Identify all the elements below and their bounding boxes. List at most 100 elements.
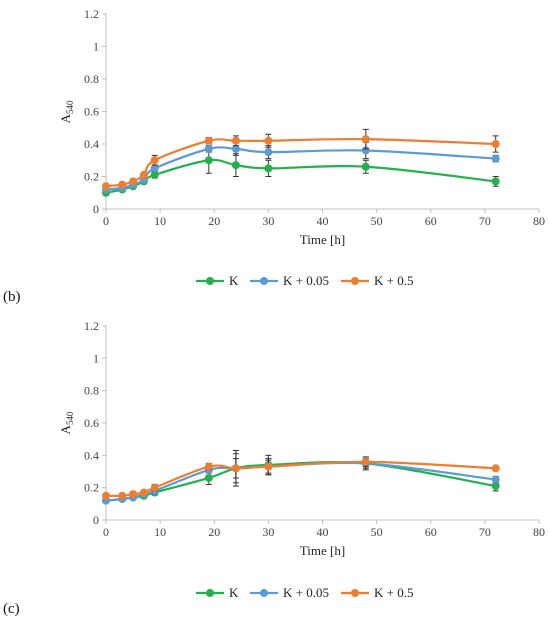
data-point xyxy=(491,464,500,473)
legend-swatch-marker xyxy=(351,277,359,285)
data-point xyxy=(264,164,273,173)
data-point xyxy=(264,148,273,157)
y-tick-label: 0.8 xyxy=(84,72,99,86)
y-tick-label: 1 xyxy=(93,40,99,54)
legend-label: K + 0.05 xyxy=(283,585,329,600)
series-line xyxy=(105,158,496,194)
x-tick-label: 0 xyxy=(103,214,109,228)
legend-label: K + 0.5 xyxy=(374,585,413,600)
data-point xyxy=(264,462,273,471)
data-point xyxy=(491,482,500,491)
x-tick-label: 70 xyxy=(479,214,491,228)
data-point xyxy=(118,180,127,189)
data-point xyxy=(102,182,110,191)
data-point xyxy=(231,144,240,153)
legend-label: K + 0.05 xyxy=(283,273,329,288)
series-line xyxy=(105,137,496,188)
data-point xyxy=(204,462,213,471)
legend-item-0: K xyxy=(196,585,239,600)
x-tick-label: 20 xyxy=(208,525,220,539)
legend-item-2: K + 0.5 xyxy=(341,585,413,600)
y-axis-title-main: A xyxy=(58,113,73,123)
legend-swatch-marker xyxy=(206,277,214,285)
chart-panel-1: 0 0.2 0.4 0.6 0.8 1 1.2 0 10 20 30 40 50 60 70 80 Time [… xyxy=(3,319,545,617)
y-axis-title-subscript: 540 xyxy=(65,411,75,425)
data-point xyxy=(102,491,110,500)
series-line xyxy=(105,460,496,502)
data-point xyxy=(231,161,240,170)
y-tick-label: 0.4 xyxy=(84,448,99,462)
x-tick-label: 20 xyxy=(208,214,220,228)
panel-label: (c) xyxy=(3,601,20,617)
y-tick-label: 0 xyxy=(93,202,99,216)
x-tick-label: 40 xyxy=(317,525,329,539)
x-tick-label: 0 xyxy=(103,525,109,539)
data-point xyxy=(204,144,213,153)
x-tick-label: 30 xyxy=(262,214,274,228)
data-point xyxy=(491,140,500,148)
panel-label: (b) xyxy=(3,289,21,305)
data-point xyxy=(129,490,138,499)
y-tick-label: 1.2 xyxy=(84,319,99,333)
legend-label: K xyxy=(229,585,239,600)
series-2 xyxy=(102,128,500,191)
y-axis-title-subscript: 540 xyxy=(65,100,75,114)
legend-item-1: K + 0.05 xyxy=(250,585,329,600)
y-tick-label: 0.6 xyxy=(84,416,99,430)
x-tick-label: 80 xyxy=(533,525,545,539)
x-tick-label: 50 xyxy=(371,214,383,228)
data-point xyxy=(264,136,273,145)
x-tick-label: 40 xyxy=(317,214,329,228)
legend-swatch-marker xyxy=(260,589,268,597)
y-tick-label: 0.6 xyxy=(84,105,99,119)
y-tick-label: 1 xyxy=(93,351,99,365)
legend-swatch-marker xyxy=(260,277,268,285)
x-tick-label: 80 xyxy=(533,214,545,228)
data-point xyxy=(204,156,213,165)
y-axis-title-main: A xyxy=(58,424,73,434)
x-tick-label: 30 xyxy=(262,525,274,539)
y-axis-title: A540 xyxy=(58,411,75,434)
data-point xyxy=(150,156,159,165)
data-point xyxy=(361,457,370,466)
x-tick-label: 10 xyxy=(154,525,166,539)
x-tick-label: 60 xyxy=(425,525,437,539)
legend-swatch-marker xyxy=(206,589,214,597)
data-point xyxy=(129,177,138,186)
y-axis-title: A540 xyxy=(58,100,75,123)
legend-item-2: K + 0.5 xyxy=(341,273,413,288)
data-point xyxy=(491,475,500,484)
data-point xyxy=(231,136,240,145)
data-point xyxy=(491,154,500,163)
x-tick-label: 70 xyxy=(479,525,491,539)
y-tick-label: 0.2 xyxy=(84,481,99,495)
data-point xyxy=(150,170,159,179)
y-tick-label: 0.4 xyxy=(84,137,99,151)
data-point xyxy=(204,473,213,482)
legend-item-1: K + 0.05 xyxy=(250,273,329,288)
x-axis-title: Time [h] xyxy=(300,543,345,558)
data-point xyxy=(361,162,370,171)
y-tick-label: 0 xyxy=(93,513,99,527)
legend-swatch-marker xyxy=(351,589,359,597)
data-point xyxy=(361,135,370,144)
series-0 xyxy=(102,453,500,505)
data-point xyxy=(491,177,500,186)
data-point xyxy=(118,491,127,500)
series-line xyxy=(105,146,496,191)
x-tick-label: 50 xyxy=(371,525,383,539)
legend-label: K xyxy=(229,273,239,288)
data-point xyxy=(231,464,240,473)
series-2 xyxy=(102,449,500,500)
legend: K K + 0.05 K + 0.5 xyxy=(196,273,413,288)
x-axis-title: Time [h] xyxy=(300,232,345,247)
data-point xyxy=(204,136,213,145)
data-point xyxy=(139,488,148,497)
legend-item-0: K xyxy=(196,273,239,288)
chart-panel-0: 0 0.2 0.4 0.6 0.8 1 1.2 0 10 20 30 40 50 60 70 80 Time [… xyxy=(3,7,545,305)
y-tick-label: 0.2 xyxy=(84,170,99,184)
y-tick-label: 0.8 xyxy=(84,384,99,398)
legend-label: K + 0.5 xyxy=(374,273,413,288)
x-tick-label: 60 xyxy=(425,214,437,228)
